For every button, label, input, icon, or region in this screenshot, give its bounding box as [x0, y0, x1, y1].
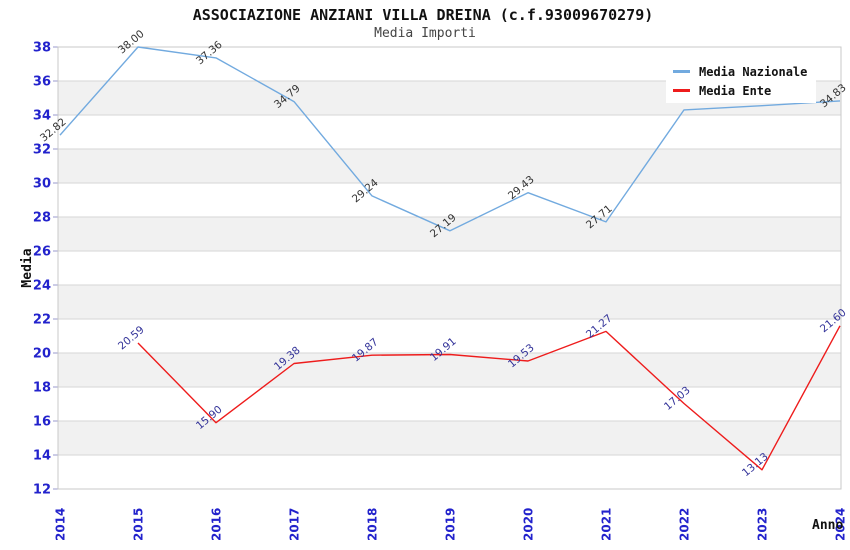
data-point-label-text: 37.36	[194, 39, 225, 68]
x-tick-label: 2019	[444, 508, 458, 541]
y-tick-label: 18	[33, 381, 51, 396]
x-tick-label: 2016	[210, 508, 224, 541]
legend-item-media-nazionale: Media Nazionale	[666, 62, 816, 81]
data-point-label-text: 17.03	[662, 384, 693, 413]
plot-band	[58, 217, 841, 251]
chart-subtitle: Media Importi	[374, 26, 476, 41]
media-nazionale-swatch-icon	[673, 70, 690, 73]
x-tick-label: 2015	[132, 508, 146, 541]
x-tick-label: 2017	[288, 508, 302, 541]
y-tick-label: 20	[33, 347, 51, 362]
y-tick-label: 16	[33, 415, 51, 430]
x-tick-label: 2021	[600, 508, 614, 541]
x-tick-label: 2014	[54, 508, 68, 541]
legend-label: Media Nazionale	[699, 64, 808, 79]
plot-band	[58, 353, 841, 387]
y-tick-label: 38	[33, 41, 51, 56]
y-tick-label: 22	[33, 313, 51, 328]
plot-border	[57, 46, 842, 490]
y-axis-title: Media	[20, 248, 35, 288]
x-tick-label: 2018	[366, 508, 380, 541]
data-point-label: 38.00	[116, 28, 147, 57]
data-point-label: 37.36	[194, 39, 225, 68]
chart-legend: Media Nazionale Media Ente	[666, 59, 816, 103]
y-tick-label: 28	[33, 211, 51, 226]
data-point-label: 17.03	[662, 384, 693, 413]
y-tick-label: 26	[33, 245, 51, 260]
y-tick-label: 12	[33, 483, 51, 498]
y-tick-label: 30	[33, 177, 51, 192]
legend-label: Media Ente	[699, 83, 772, 98]
y-tick-label: 32	[33, 143, 51, 158]
y-tick-label: 34	[33, 109, 51, 124]
x-tick-label: 2020	[522, 508, 536, 541]
plot-band	[58, 149, 841, 183]
data-point-label-text: 38.00	[116, 28, 147, 57]
legend-item-media-ente: Media Ente	[666, 81, 816, 100]
x-tick-label: 2022	[678, 508, 692, 541]
x-tick-label: 2024	[834, 508, 848, 541]
y-tick-label: 36	[33, 75, 51, 90]
media-ente-swatch-icon	[673, 89, 690, 92]
y-tick-label: 24	[33, 279, 51, 294]
x-axis-title: Anno	[812, 518, 844, 533]
media-ente-line	[137, 325, 841, 471]
y-tick-label: 14	[33, 449, 51, 464]
media-nazionale-line	[59, 46, 841, 232]
plot-band	[58, 285, 841, 319]
x-tick-label: 2023	[756, 508, 770, 541]
chart-title: ASSOCIAZIONE ANZIANI VILLA DREINA (c.f.9…	[192, 6, 654, 24]
